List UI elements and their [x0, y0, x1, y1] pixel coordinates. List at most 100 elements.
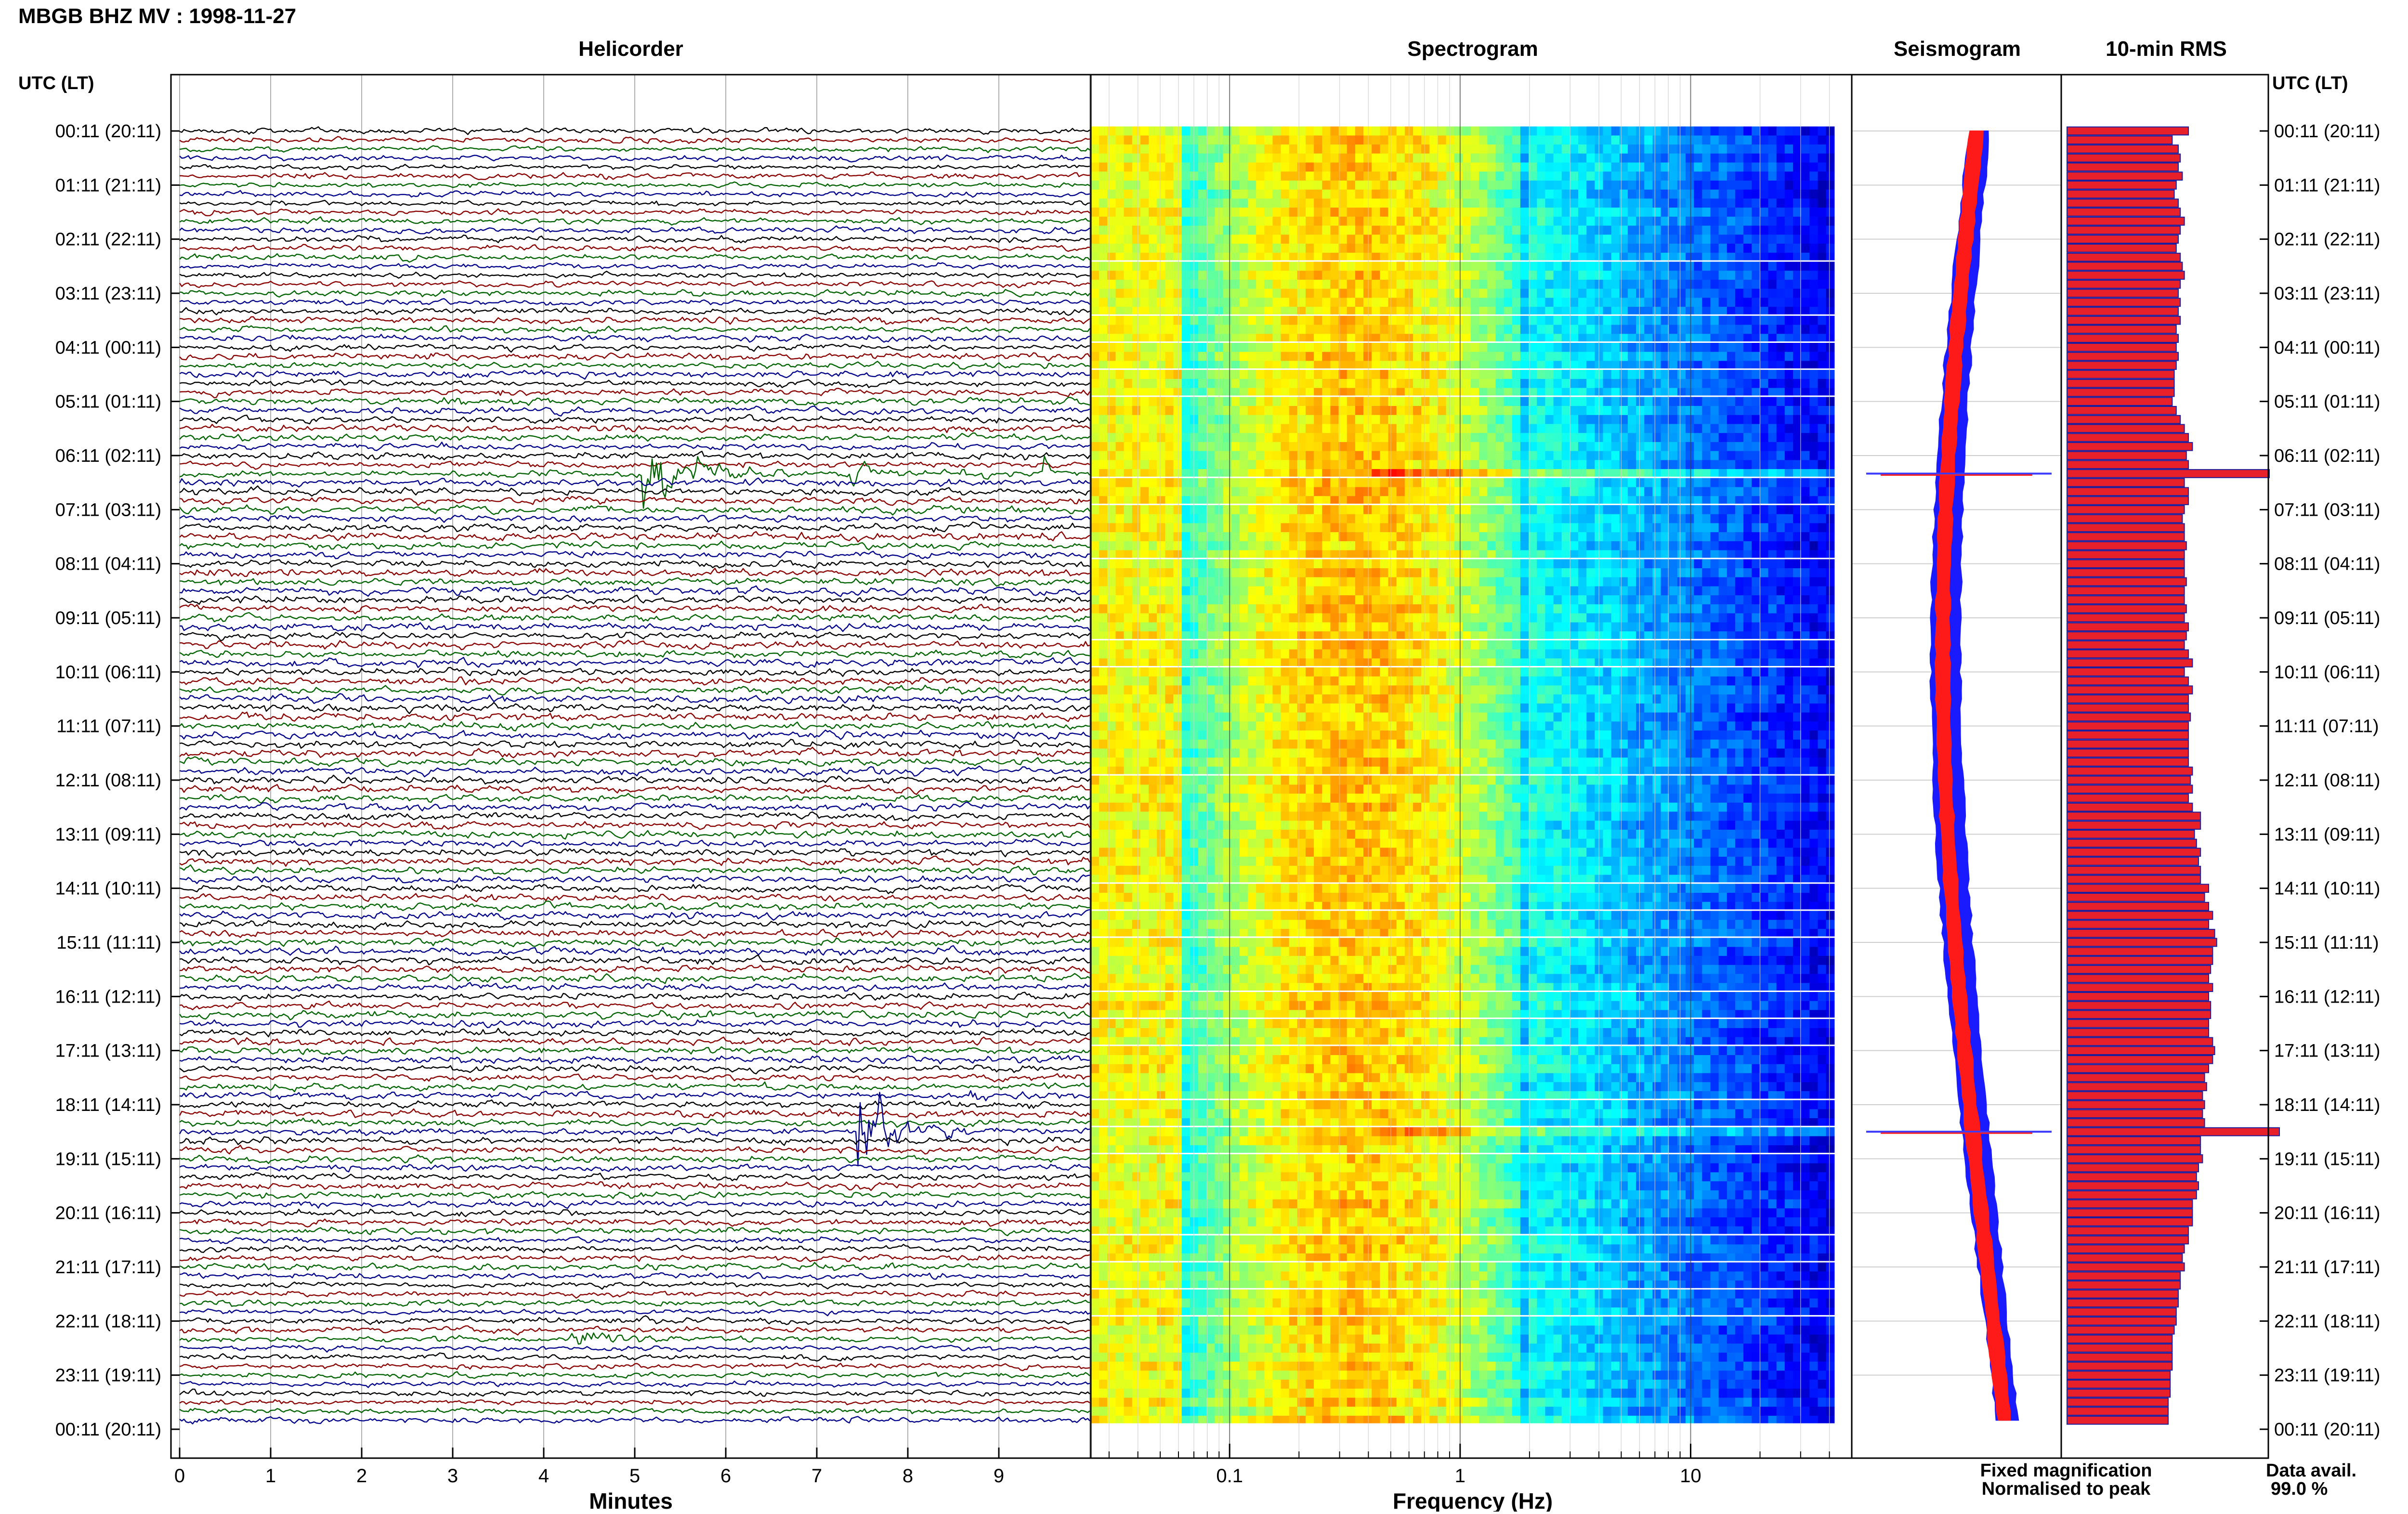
rms-bar — [2067, 1065, 2209, 1073]
hour-label-right: 05:11 (01:11) — [2274, 392, 2380, 412]
rms-bar — [2067, 605, 2186, 613]
hour-label-left: 10:11 (06:11) — [55, 662, 161, 682]
hour-label-left: 01:11 (21:11) — [55, 175, 161, 196]
rms-bar — [2067, 1019, 2209, 1028]
rms-bar — [2067, 713, 2190, 721]
hour-label-right: 16:11 (12:11) — [2274, 987, 2380, 1007]
spectrogram-xtick-label: 1 — [1455, 1465, 1466, 1487]
hour-label-left: 22:11 (18:11) — [55, 1311, 161, 1331]
rms-bar — [2067, 1254, 2182, 1262]
rms-bar — [2067, 920, 2209, 928]
hour-label-right: 08:11 (04:11) — [2274, 554, 2380, 574]
hour-label-right: 11:11 (07:11) — [2274, 717, 2379, 737]
rms-bar — [2067, 127, 2188, 135]
rms-bar — [2067, 208, 2180, 216]
rms-bar — [2067, 262, 2182, 271]
rms-bar — [2067, 740, 2188, 748]
hour-label-left: 16:11 (12:11) — [55, 987, 161, 1007]
rms-bar — [2067, 767, 2192, 775]
rms-bar — [2067, 370, 2174, 378]
rms-bar — [2067, 154, 2180, 162]
rms-bar — [2067, 893, 2205, 901]
rms-bar — [2067, 280, 2180, 288]
hour-label-left: 17:11 (13:11) — [55, 1041, 161, 1061]
rms-bar — [2067, 334, 2178, 342]
hour-label-right: 01:11 (21:11) — [2274, 175, 2380, 196]
rms-bar — [2067, 523, 2185, 532]
rms-bar — [2067, 1109, 2202, 1118]
rms-bar — [2067, 1046, 2215, 1055]
rms-bar — [2067, 136, 2172, 144]
rms-bar — [2067, 966, 2211, 974]
rms-bar — [2067, 821, 2200, 829]
rms-bar — [2067, 650, 2188, 658]
hour-label-left: 00:11 (20:11) — [55, 1420, 161, 1440]
rms-bar — [2067, 1326, 2174, 1334]
rms-bar — [2067, 163, 2178, 171]
rms-bar — [2067, 812, 2200, 821]
legend-fixed-magnification: Fixed magnification — [1980, 1461, 2152, 1481]
rms-bar — [2067, 1335, 2172, 1343]
rms-bar — [2067, 875, 2200, 884]
rms-bar — [2067, 1299, 2178, 1307]
rms-bar — [2067, 235, 2178, 243]
hour-label-left: 15:11 (11:11) — [56, 933, 161, 953]
rms-bar — [2067, 686, 2192, 694]
rms-bar — [2067, 677, 2188, 685]
spectrogram-plot — [1091, 75, 1834, 1458]
rms-bar — [2067, 578, 2186, 586]
rms-bar — [2067, 866, 2200, 874]
rms-bar — [2067, 416, 2180, 424]
hour-label-left: 14:11 (10:11) — [55, 879, 161, 899]
rms-bar — [2067, 983, 2212, 992]
rms-bar — [2067, 488, 2188, 496]
time-axis-label-left: UTC (LT) — [18, 73, 94, 93]
rms-bar — [2067, 1010, 2211, 1018]
hour-label-right: 10:11 (06:11) — [2274, 662, 2380, 682]
helicorder-title: Helicorder — [578, 37, 683, 61]
hour-label-right: 13:11 (09:11) — [2274, 824, 2380, 845]
rms-bar — [2067, 389, 2174, 397]
rms-bar — [2067, 1209, 2192, 1217]
helicorder-xtick-label: 6 — [720, 1465, 731, 1487]
rms-bar — [2067, 947, 2212, 955]
helicorder-xtick-label: 7 — [811, 1465, 822, 1487]
hour-label-right: 07:11 (03:11) — [2274, 500, 2380, 520]
rms-bar — [2067, 902, 2209, 911]
rms-bar — [2067, 659, 2192, 667]
rms-bar — [2067, 470, 2269, 478]
hour-label-right: 23:11 (19:11) — [2274, 1366, 2380, 1386]
rms-bar — [2067, 506, 2185, 514]
hour-label-right: 21:11 (17:11) — [2274, 1257, 2380, 1278]
hour-label-left: 18:11 (14:11) — [55, 1095, 161, 1115]
rms-bar — [2067, 1344, 2172, 1352]
rms-bar — [2067, 379, 2174, 388]
rms-bar — [2067, 1218, 2192, 1226]
rms-bar — [2067, 1137, 2200, 1145]
rms-bar — [2067, 307, 2178, 315]
rms-bar — [2067, 785, 2192, 793]
rms-bar — [2067, 460, 2188, 469]
rms-bar — [2067, 289, 2178, 298]
hour-label-left: 08:11 (04:11) — [55, 554, 161, 574]
rms-bar — [2067, 1200, 2192, 1208]
rms-bar — [2067, 361, 2176, 369]
rms-bar — [2067, 533, 2185, 541]
rms-bar — [2067, 939, 2217, 947]
helicorder-xtick-label: 2 — [356, 1465, 367, 1487]
rms-bar — [2067, 1119, 2205, 1127]
hour-label-right: 00:11 (20:11) — [2274, 121, 2380, 142]
rms-bar — [2067, 1029, 2209, 1037]
rms-bar — [2067, 1416, 2168, 1424]
hour-label-left: 12:11 (08:11) — [55, 770, 161, 791]
hour-label-right: 17:11 (13:11) — [2274, 1041, 2380, 1061]
helicorder-xtick-label: 5 — [629, 1465, 640, 1487]
rms-bar — [2067, 551, 2185, 559]
rms-bar — [2067, 912, 2212, 920]
rms-bar — [2067, 884, 2209, 892]
rms-bar — [2067, 1173, 2197, 1181]
rms-bar — [2067, 1074, 2205, 1082]
hour-label-right: 02:11 (22:11) — [2274, 230, 2380, 250]
spectrogram-xtick-label: 0.1 — [1216, 1465, 1243, 1487]
